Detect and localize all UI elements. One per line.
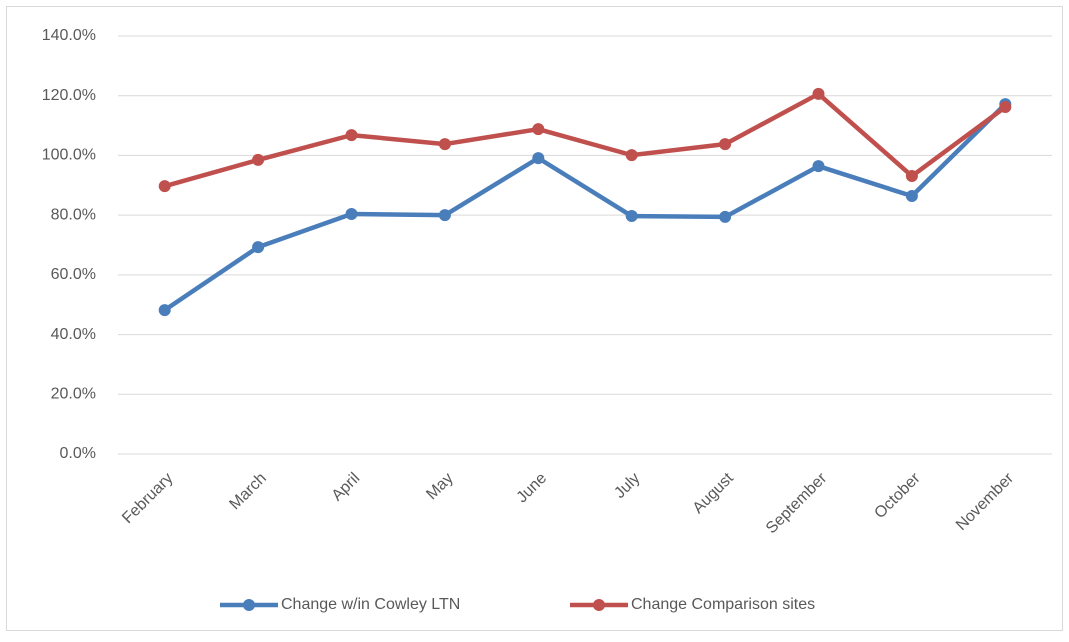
point-marker <box>625 210 638 223</box>
y-tick-label: 40.0% <box>51 326 96 343</box>
point-marker <box>158 180 171 193</box>
y-tick-label: 80.0% <box>51 206 96 223</box>
point-marker <box>438 138 451 151</box>
point-marker <box>345 129 358 142</box>
point-marker <box>905 170 918 183</box>
point-marker <box>812 87 825 100</box>
legend-marker <box>593 599 605 611</box>
point-marker <box>252 241 265 254</box>
point-marker <box>532 152 545 165</box>
legend-marker <box>243 599 255 611</box>
legend-label: Change w/in Cowley LTN <box>281 596 460 613</box>
point-marker <box>719 138 732 151</box>
point-marker <box>158 304 171 317</box>
legend-label: Change Comparison sites <box>631 596 815 613</box>
y-tick-label: 0.0% <box>60 445 96 462</box>
series-line <box>162 91 1008 189</box>
y-tick-label: 60.0% <box>51 266 96 283</box>
series-line <box>162 101 1008 313</box>
y-tick-label: 20.0% <box>51 386 96 403</box>
y-tick-label: 140.0% <box>42 27 96 44</box>
point-marker <box>905 190 918 203</box>
point-marker <box>345 207 358 220</box>
y-tick-label: 100.0% <box>42 147 96 164</box>
point-marker <box>999 101 1012 114</box>
chart-border <box>6 6 1063 631</box>
point-marker <box>719 210 732 223</box>
y-tick-label: 120.0% <box>42 87 96 104</box>
point-marker <box>812 160 825 173</box>
point-marker <box>532 123 545 136</box>
point-marker <box>625 149 638 162</box>
point-marker <box>438 209 451 222</box>
point-marker <box>252 153 265 166</box>
